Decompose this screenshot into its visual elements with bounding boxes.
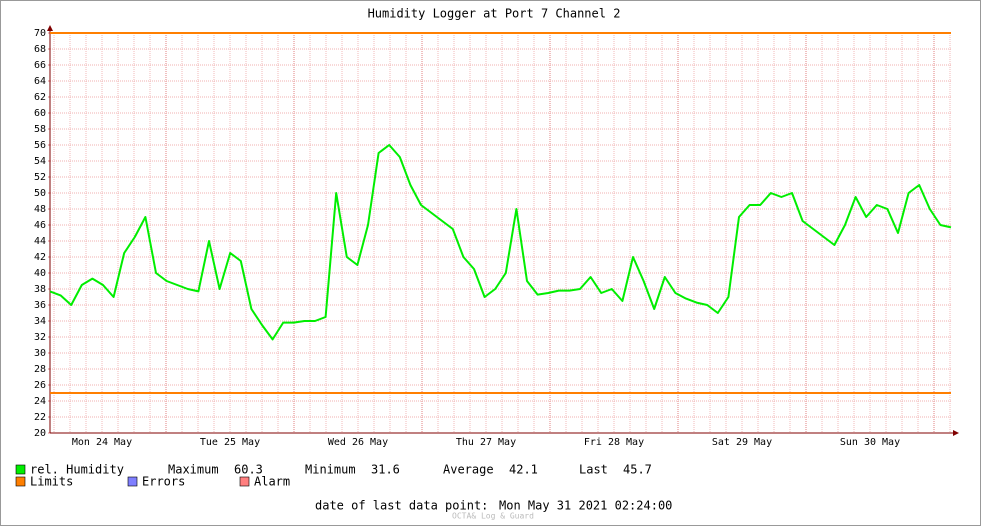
stat-label: Last	[579, 463, 608, 477]
stat-label: Maximum	[168, 463, 219, 477]
y-tick-label: 48	[34, 204, 46, 215]
axis-arrow	[953, 430, 959, 436]
x-tick-label: Sat 29 May	[712, 437, 772, 448]
legend-swatch	[15, 476, 26, 487]
stat-value: 45.7	[623, 463, 652, 477]
y-tick-label: 62	[34, 92, 46, 103]
legend-label: rel. Humidity	[30, 463, 124, 477]
footer-value: Mon May 31 2021 02:24:00	[499, 499, 672, 513]
legend-label: Alarm	[254, 475, 290, 489]
y-tick-label: 52	[34, 172, 46, 183]
y-tick-label: 68	[34, 44, 46, 55]
x-tick-label: Wed 26 May	[328, 437, 388, 448]
legend-swatch	[239, 476, 250, 487]
watermark: OCTA& Log & Guard	[452, 512, 534, 521]
footer-label: date of last data point:	[315, 499, 488, 513]
y-tick-label: 30	[34, 348, 46, 359]
y-tick-label: 46	[34, 220, 46, 231]
legend-label: Errors	[142, 475, 185, 489]
y-tick-label: 66	[34, 60, 46, 71]
y-tick-label: 20	[34, 428, 46, 439]
chart-title: Humidity Logger at Port 7 Channel 2	[368, 7, 621, 21]
x-tick-label: Sun 30 May	[840, 437, 900, 448]
stat-value: 31.6	[371, 463, 400, 477]
y-tick-label: 32	[34, 332, 46, 343]
y-tick-label: 42	[34, 252, 46, 263]
x-tick-label: Thu 27 May	[456, 437, 516, 448]
stat-value: 60.3	[234, 463, 263, 477]
y-tick-label: 64	[34, 76, 46, 87]
y-tick-label: 24	[34, 396, 46, 407]
axis-arrow	[47, 25, 53, 31]
y-tick-label: 22	[34, 412, 46, 423]
y-tick-label: 44	[34, 236, 46, 247]
x-tick-label: Tue 25 May	[200, 437, 260, 448]
legend-label: Limits	[30, 475, 73, 489]
stat-label: Average	[443, 463, 494, 477]
y-tick-label: 54	[34, 156, 46, 167]
y-tick-label: 28	[34, 364, 46, 375]
y-tick-label: 50	[34, 188, 46, 199]
stat-value: 42.1	[509, 463, 538, 477]
x-tick-label: Mon 24 May	[72, 437, 132, 448]
y-tick-label: 26	[34, 380, 46, 391]
y-tick-label: 58	[34, 124, 46, 135]
y-tick-label: 36	[34, 300, 46, 311]
y-tick-label: 40	[34, 268, 46, 279]
y-tick-label: 34	[34, 316, 46, 327]
stat-label: Minimum	[305, 463, 356, 477]
x-tick-label: Fri 28 May	[584, 437, 644, 448]
data-line	[49, 144, 952, 341]
legend-swatch	[127, 476, 138, 487]
y-tick-label: 38	[34, 284, 46, 295]
y-tick-label: 60	[34, 108, 46, 119]
y-tick-label: 56	[34, 140, 46, 151]
plot-area	[50, 33, 951, 433]
y-tick-label: 70	[34, 28, 46, 39]
legend-swatch	[15, 464, 26, 475]
